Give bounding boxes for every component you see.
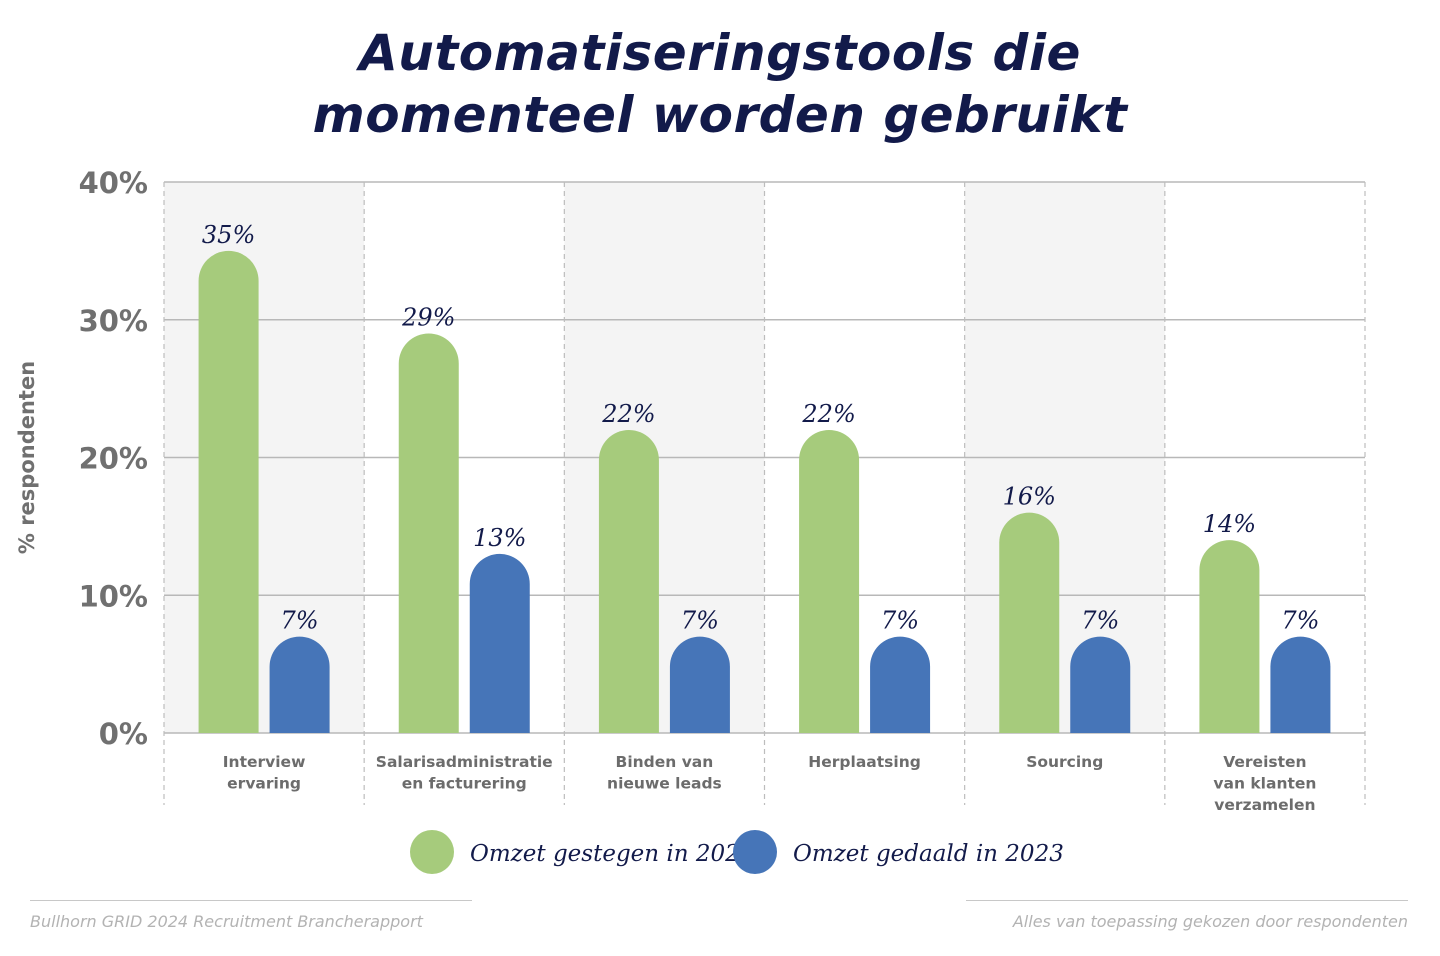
y-tick-label: 40% bbox=[79, 166, 148, 200]
bar-omzet-gedaald bbox=[269, 636, 330, 733]
y-tick-label: 0% bbox=[99, 717, 148, 751]
bar-omzet-gestegen bbox=[799, 429, 860, 733]
legend-swatch bbox=[733, 830, 777, 874]
bar-omzet-gedaald bbox=[870, 636, 931, 733]
legend-label: Omzet gestegen in 2023 bbox=[470, 841, 754, 867]
data-label: 16% bbox=[1003, 483, 1056, 511]
category-label: Binden van bbox=[616, 753, 714, 771]
bar-omzet-gestegen bbox=[999, 512, 1060, 733]
chart-title-line-2: momenteel worden gebruikt bbox=[312, 86, 1128, 144]
footer-source: Bullhorn GRID 2024 Recruitment Branchera… bbox=[30, 912, 423, 931]
category-label: Interview bbox=[223, 753, 306, 771]
category-label: Salarisadministratie bbox=[376, 753, 553, 771]
footer-note: Alles van toepassing gekozen door respon… bbox=[1012, 912, 1408, 931]
bar-omzet-gedaald bbox=[669, 636, 730, 733]
data-label: 13% bbox=[473, 524, 526, 552]
category-label: Vereisten bbox=[1223, 753, 1306, 771]
legend-swatch bbox=[410, 830, 454, 874]
category-label: Sourcing bbox=[1026, 753, 1103, 771]
bar-omzet-gestegen bbox=[198, 250, 259, 733]
data-label: 7% bbox=[881, 607, 919, 635]
data-label: 29% bbox=[401, 304, 455, 332]
data-label: 7% bbox=[281, 607, 319, 635]
bar-omzet-gestegen bbox=[398, 333, 459, 733]
data-label: 14% bbox=[1203, 510, 1256, 538]
y-tick-label: 30% bbox=[79, 304, 148, 338]
y-axis-label: % respondenten bbox=[15, 361, 39, 554]
chart-title: Automatiseringstools die momenteel worde… bbox=[0, 22, 1440, 146]
data-label: 7% bbox=[1281, 607, 1319, 635]
data-label: 7% bbox=[681, 607, 719, 635]
bar-omzet-gedaald bbox=[1070, 636, 1131, 733]
y-tick-label: 20% bbox=[79, 442, 148, 476]
category-label: nieuwe leads bbox=[607, 775, 722, 793]
bar-omzet-gestegen bbox=[1199, 540, 1260, 733]
category-label: en facturering bbox=[402, 775, 527, 793]
data-label: 22% bbox=[601, 400, 655, 428]
legend-label: Omzet gedaald in 2023 bbox=[793, 841, 1064, 867]
category-label: verzamelen bbox=[1214, 796, 1315, 814]
category-label: Herplaatsing bbox=[808, 753, 921, 771]
footer-rule-left bbox=[30, 900, 472, 901]
data-label: 35% bbox=[202, 221, 255, 249]
y-tick-label: 10% bbox=[79, 579, 148, 613]
data-label: 22% bbox=[801, 400, 855, 428]
category-label: ervaring bbox=[227, 775, 301, 793]
data-label: 7% bbox=[1081, 607, 1119, 635]
bar-omzet-gedaald bbox=[469, 553, 530, 733]
bar-omzet-gedaald bbox=[1270, 636, 1331, 733]
footer-rule-right bbox=[966, 900, 1408, 901]
category-label: van klanten bbox=[1213, 775, 1316, 793]
bar-omzet-gestegen bbox=[598, 429, 659, 733]
chart-title-line-1: Automatiseringstools die bbox=[359, 24, 1081, 82]
